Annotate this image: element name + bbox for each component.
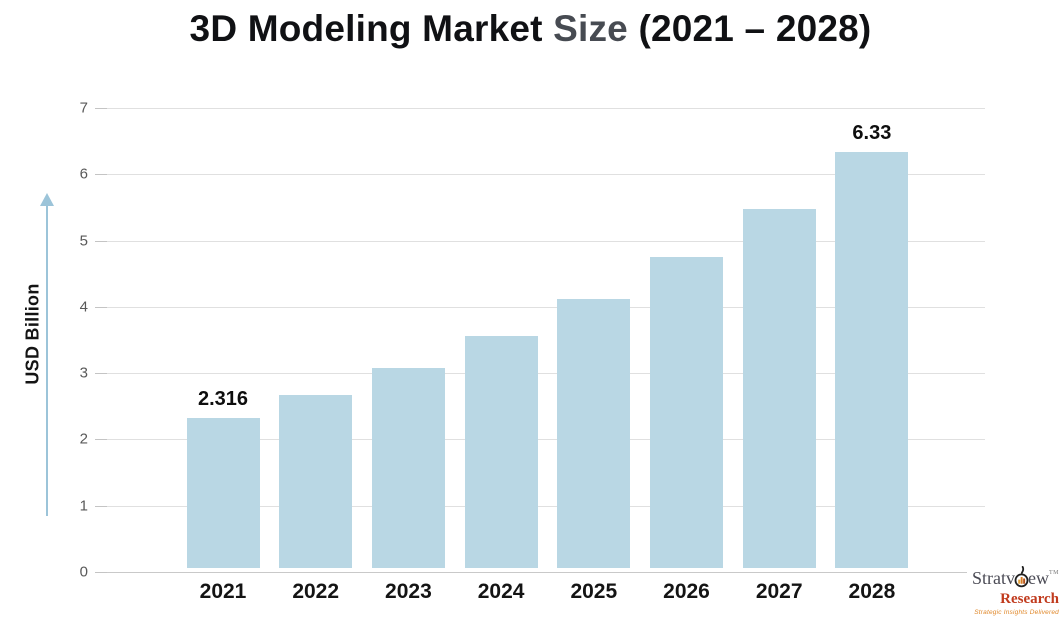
- bar-2024: [464, 336, 538, 568]
- y-axis-tickmark: [95, 306, 107, 308]
- x-axis-label-2028: 2028: [848, 580, 896, 603]
- y-axis-tick-label: 3: [79, 364, 88, 382]
- y-axis-tick-label: 4: [79, 298, 88, 316]
- x-axis-label-2023: 2023: [385, 580, 432, 603]
- brand-name-post: ew: [1028, 567, 1049, 588]
- y-axis-tick-label: 0: [79, 563, 88, 581]
- x-axis-label-2024: 2024: [477, 580, 525, 603]
- bar-2027: [742, 208, 816, 568]
- y-axis-tickmark: [95, 373, 107, 375]
- bar-2028: [835, 152, 909, 568]
- bar-2023: [371, 367, 445, 568]
- x-axis-label-2027: 2027: [755, 580, 803, 603]
- y-axis-tickmark: [95, 439, 107, 441]
- brand-tagline: Strategic Insights Delivered: [974, 608, 1059, 616]
- trademark-symbol: TM: [1049, 569, 1059, 576]
- y-axis-tick-labels: 0 1 2 3 4 5 6 7: [55, 100, 88, 581]
- x-axis-label-2022: 2022: [292, 580, 340, 603]
- x-axis-label-2021: 2021: [199, 580, 247, 603]
- y-axis-tick-label: 2: [79, 430, 88, 448]
- y-axis-tickmark: [95, 505, 107, 507]
- x-axis-line: [100, 572, 967, 573]
- brand-logo: Stratv ewTM Research Strategic Insights …: [937, 565, 1059, 617]
- y-axis-tick-label: 6: [79, 165, 88, 183]
- title-year-range: (2021 – 2028): [627, 8, 872, 49]
- gridline: [100, 505, 985, 507]
- title-main: 3D Modeling Market: [189, 8, 554, 49]
- bar-2025: [557, 298, 631, 568]
- brand-name-pre: Stratv: [972, 567, 1015, 588]
- y-axis-title: USD Billion: [22, 283, 43, 385]
- y-axis-tick-label: 5: [79, 232, 88, 250]
- title-size-word: Size: [553, 8, 628, 49]
- plot-area: 2.316 2021 2022 2023 2024 2025 2026 2027 6.33 202…: [95, 108, 985, 603]
- y-axis-tickmark: [95, 572, 107, 573]
- gridline: [100, 373, 985, 375]
- bar-value-label: 6.33: [852, 122, 892, 145]
- y-axis-tickmark: [95, 240, 107, 242]
- gridline: [100, 240, 985, 242]
- gridline: [100, 439, 985, 441]
- gridline: [100, 306, 985, 308]
- bar-value-label: 2.316: [197, 388, 249, 411]
- magnifier-bar-chart-icon: [1014, 565, 1029, 591]
- y-axis-tick-label: 1: [79, 497, 88, 515]
- y-axis-arrow-head-icon: [40, 193, 54, 206]
- brand-research-label: Research: [1000, 590, 1059, 607]
- y-axis-tickmark: [95, 108, 107, 109]
- gridline: [100, 108, 985, 109]
- y-axis-tick-label: 7: [79, 99, 88, 117]
- gridline: [100, 174, 985, 176]
- x-axis-label-2025: 2025: [570, 580, 618, 603]
- chart-title: 3D Modeling Market Size (2021 – 2028): [0, 8, 1061, 50]
- brand-name: Stratv ewTM: [937, 565, 1059, 591]
- bar-2022: [279, 395, 353, 568]
- bar-2021: [186, 418, 260, 568]
- bar-2026: [650, 257, 723, 568]
- y-axis-tickmark: [95, 174, 107, 176]
- x-axis-label-2026: 2026: [663, 580, 710, 603]
- y-axis-arrow-line: [46, 206, 48, 516]
